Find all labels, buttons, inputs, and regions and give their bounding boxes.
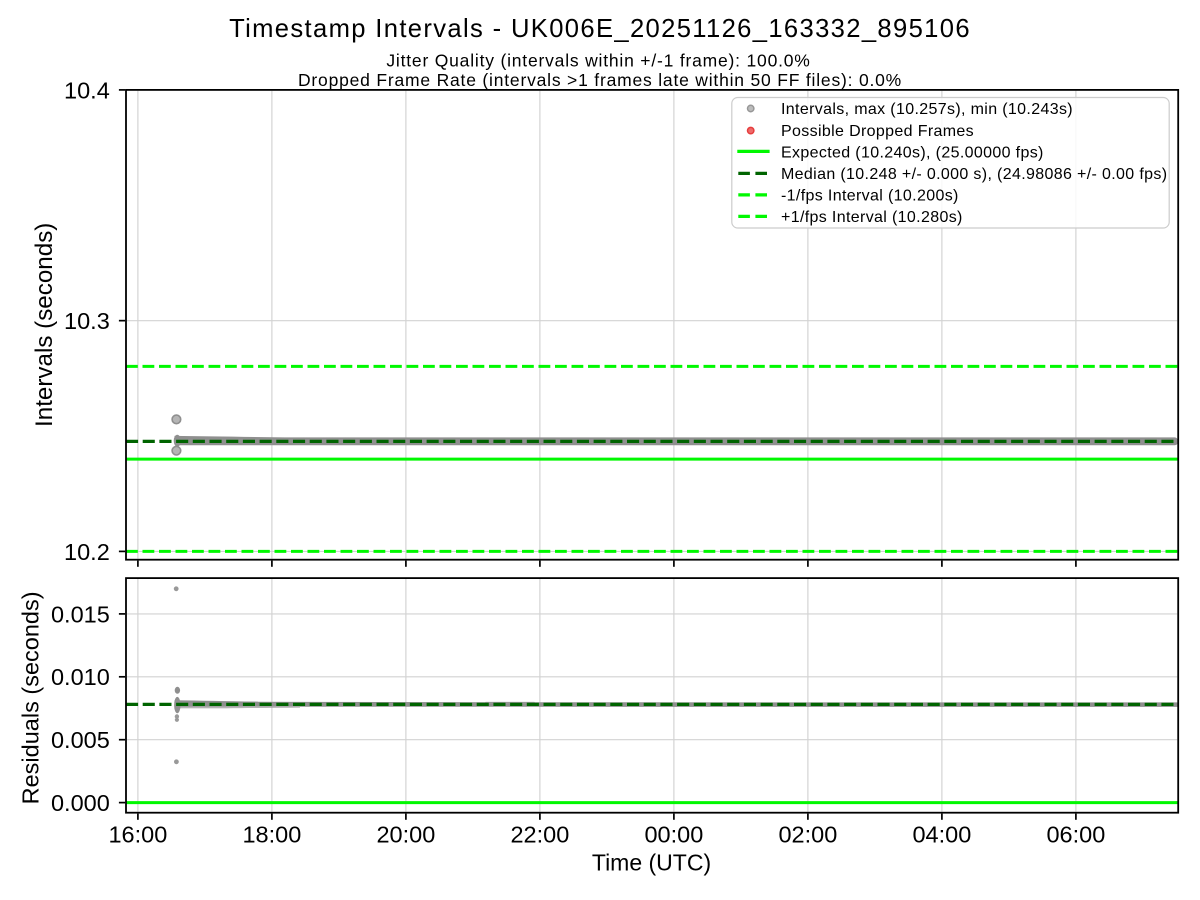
- svg-text:16:00: 16:00: [108, 821, 167, 847]
- svg-text:Median (10.248 +/- 0.000 s), (: Median (10.248 +/- 0.000 s), (24.98086 +…: [781, 166, 1167, 183]
- svg-text:0.015: 0.015: [51, 601, 110, 627]
- svg-text:Time (UTC): Time (UTC): [592, 850, 711, 876]
- svg-text:18:00: 18:00: [242, 821, 301, 847]
- svg-text:10.3: 10.3: [64, 308, 110, 334]
- svg-text:Residuals (seconds): Residuals (seconds): [18, 591, 44, 804]
- svg-text:20:00: 20:00: [376, 821, 435, 847]
- svg-text:00:00: 00:00: [644, 821, 703, 847]
- svg-text:Intervals, max (10.257s), min: Intervals, max (10.257s), min (10.243s): [781, 101, 1073, 118]
- svg-text:0.000: 0.000: [51, 790, 110, 816]
- svg-text:Dropped Frame Rate (intervals: Dropped Frame Rate (intervals >1 frames …: [298, 70, 902, 90]
- svg-text:22:00: 22:00: [510, 821, 569, 847]
- svg-text:10.2: 10.2: [64, 539, 110, 565]
- svg-text:02:00: 02:00: [778, 821, 837, 847]
- svg-text:Possible Dropped Frames: Possible Dropped Frames: [781, 123, 974, 140]
- svg-text:+1/fps Interval (10.280s): +1/fps Interval (10.280s): [781, 209, 963, 226]
- svg-text:Jitter Quality (intervals with: Jitter Quality (intervals within +/-1 fr…: [386, 51, 810, 71]
- svg-text:10.4: 10.4: [64, 77, 110, 103]
- svg-text:Expected (10.240s), (25.00000: Expected (10.240s), (25.00000 fps): [781, 144, 1044, 161]
- svg-text:0.005: 0.005: [51, 727, 110, 753]
- svg-text:0.010: 0.010: [51, 664, 110, 690]
- svg-text:Intervals (seconds): Intervals (seconds): [31, 223, 58, 427]
- svg-text:04:00: 04:00: [912, 821, 971, 847]
- svg-text:-1/fps Interval (10.200s): -1/fps Interval (10.200s): [781, 188, 959, 205]
- svg-text:06:00: 06:00: [1046, 821, 1105, 847]
- svg-text:Timestamp Intervals - UK006E_2: Timestamp Intervals - UK006E_20251126_16…: [229, 15, 971, 43]
